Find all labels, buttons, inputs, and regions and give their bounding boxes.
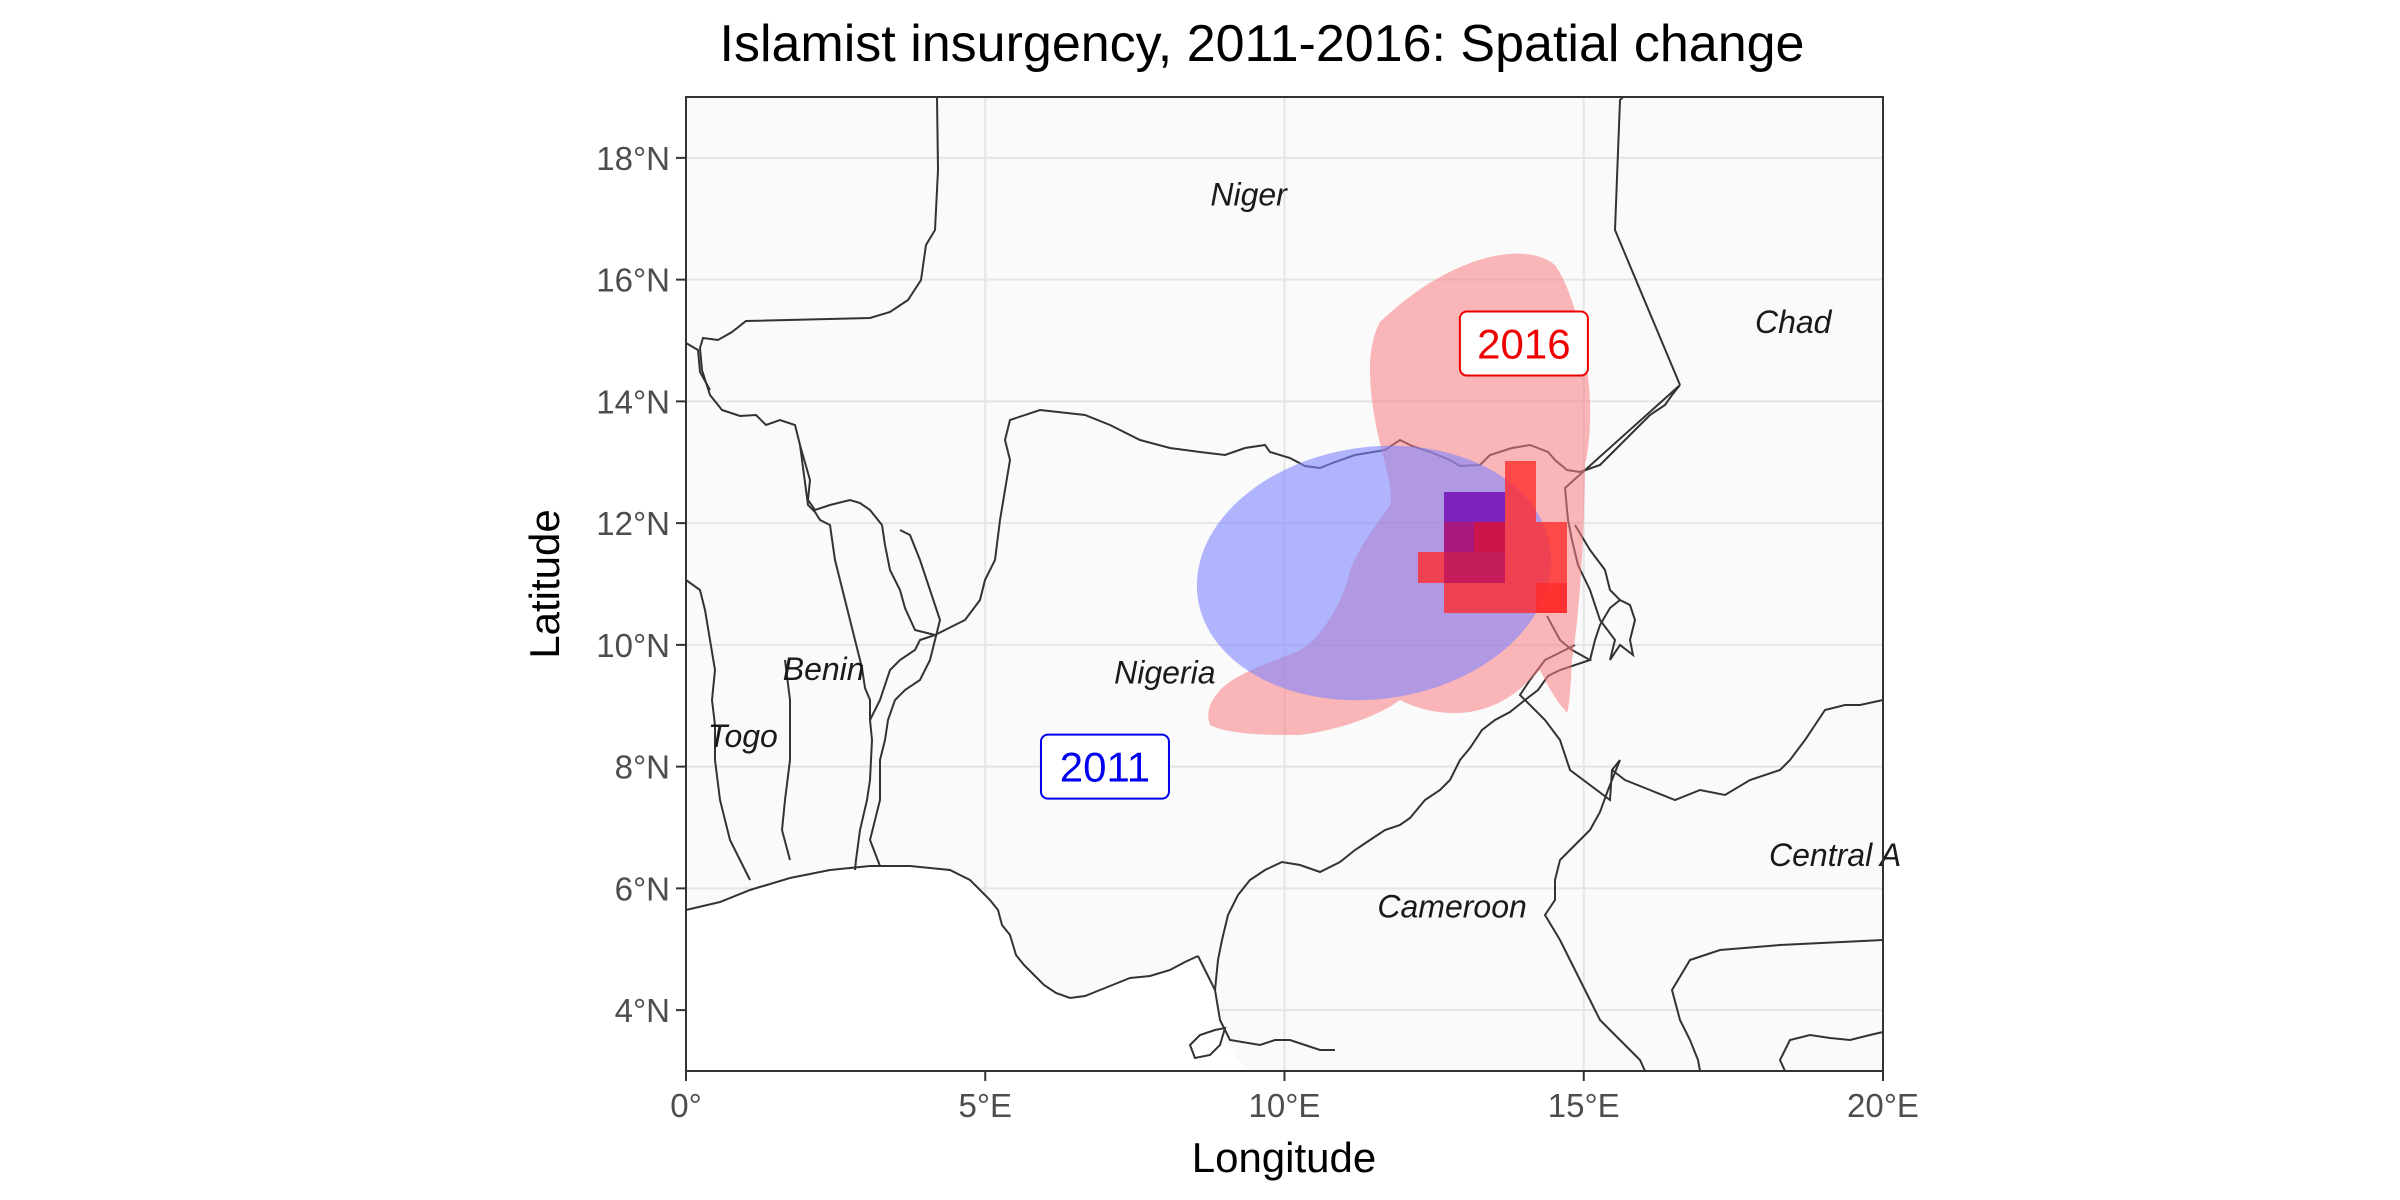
cell-2016 <box>1418 552 1444 583</box>
year-label: 2016 <box>1477 321 1570 368</box>
benin-north-border <box>869 634 936 721</box>
cell-2011 <box>1474 492 1505 522</box>
cameroon-chad-car-border <box>1518 644 1646 1072</box>
congo-border <box>1778 1031 1884 1072</box>
country-label: Niger <box>1210 176 1288 212</box>
cameroon-coast <box>1197 955 1335 1051</box>
event-cells <box>1418 461 1567 613</box>
y-tick-label: 8°N <box>615 749 670 786</box>
cell-2016 <box>1444 583 1567 613</box>
x-tick-label: 5°E <box>958 1087 1012 1124</box>
country-label: Chad <box>1755 304 1833 340</box>
cell-overlap <box>1474 522 1505 552</box>
y-tick-label: 4°N <box>615 992 670 1029</box>
cell-overlap <box>1444 522 1474 552</box>
togo-west-border <box>685 579 751 881</box>
axis-ticks: 0° 5°E 10°E 15°E 20°E 4°N 6°N 8°N 10°N 12°N 14°N 16… <box>596 140 1919 1124</box>
x-axis-title: Longitude <box>1192 1134 1377 1181</box>
plot-title: Islamist insurgency, 2011-2016: Spatial … <box>720 15 1805 73</box>
car-congo-border <box>1670 939 1884 1072</box>
y-axis-title: Latitude <box>521 509 568 658</box>
togo-east-border <box>780 659 791 861</box>
cell-2016 <box>1505 461 1536 583</box>
chad-cameroon-border-north <box>1589 599 1621 661</box>
y-tick-label: 12°N <box>596 505 670 542</box>
y-tick-label: 18°N <box>596 140 670 177</box>
benin-west-border <box>799 444 874 871</box>
chad-car-border <box>1611 699 1884 802</box>
country-label: Cameroon <box>1377 889 1526 925</box>
country-label: Togo <box>708 718 778 754</box>
y-tick-label: 14°N <box>596 383 670 420</box>
x-tick-label: 15°E <box>1548 1087 1620 1124</box>
benin-east-border <box>868 529 942 867</box>
niger-west-border <box>698 96 940 636</box>
country-label: Nigeria <box>1114 654 1215 690</box>
y-tick-label: 10°N <box>596 627 670 664</box>
year-labels: 2011 2016 <box>1039 310 1589 800</box>
x-tick-label: 0° <box>670 1087 702 1124</box>
year-label-box <box>1039 733 1170 800</box>
year-label: 2011 <box>1060 744 1150 791</box>
gulf-coastline <box>685 865 1199 1000</box>
x-tick-label: 10°E <box>1249 1087 1321 1124</box>
country-label: Benin <box>783 651 865 687</box>
ocean <box>686 866 1250 1071</box>
country-label: Central A <box>1769 837 1901 873</box>
burkina-border <box>685 342 711 391</box>
cell-overlap <box>1444 552 1505 583</box>
niger-chad-border <box>1613 96 1681 386</box>
y-tick-label: 6°N <box>615 870 670 907</box>
year-label-box <box>1458 310 1589 377</box>
x-tick-label: 20°E <box>1847 1087 1919 1124</box>
country-borders <box>685 96 1884 1072</box>
y-tick-label: 16°N <box>596 262 670 299</box>
bioko-island <box>1188 1026 1227 1060</box>
